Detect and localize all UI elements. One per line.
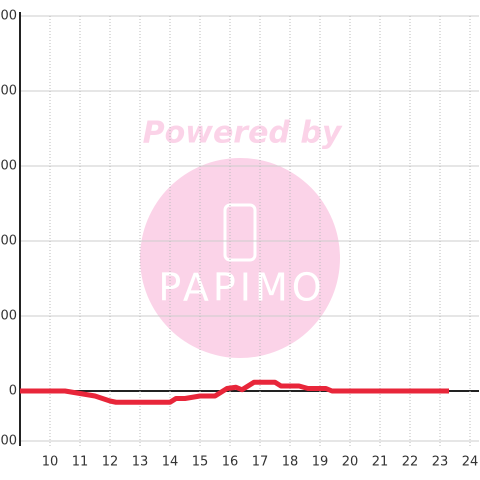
x-tick-label: 15 xyxy=(192,455,209,470)
y-tick-label: 90,000 xyxy=(0,159,17,174)
y-tick-label: 30,000 xyxy=(0,309,17,324)
x-tick-label: 17 xyxy=(252,455,269,470)
watermark-text: Powered by xyxy=(143,116,343,151)
x-tick-label: 16 xyxy=(222,455,239,470)
x-tick-label: 19 xyxy=(312,455,329,470)
x-tick-label: 12 xyxy=(102,455,119,470)
watermark-phone xyxy=(223,203,257,262)
x-tick-label: 18 xyxy=(282,455,299,470)
x-tick-label: 22 xyxy=(402,455,419,470)
x-tick-label: 14 xyxy=(162,455,179,470)
line xyxy=(20,379,449,405)
y-tick-label: 60,000 xyxy=(0,234,17,249)
x-tick-label: 13 xyxy=(132,455,149,470)
x-tick-label: 24 xyxy=(462,455,479,470)
y-tick-label: 150,000 xyxy=(0,9,17,24)
y-tick-label: 0 xyxy=(9,384,17,399)
y-tick-label: -20,000 xyxy=(0,434,17,449)
x-tick-label: 11 xyxy=(72,455,89,470)
watermark-logo: PAPIMO xyxy=(158,266,325,310)
x-tick-label: 21 xyxy=(372,455,389,470)
x-tick-label: 20 xyxy=(342,455,359,470)
x-tick-label: 23 xyxy=(432,455,449,470)
x-tick-label: 10 xyxy=(42,455,59,470)
y-tick-label: 120,000 xyxy=(0,84,17,99)
